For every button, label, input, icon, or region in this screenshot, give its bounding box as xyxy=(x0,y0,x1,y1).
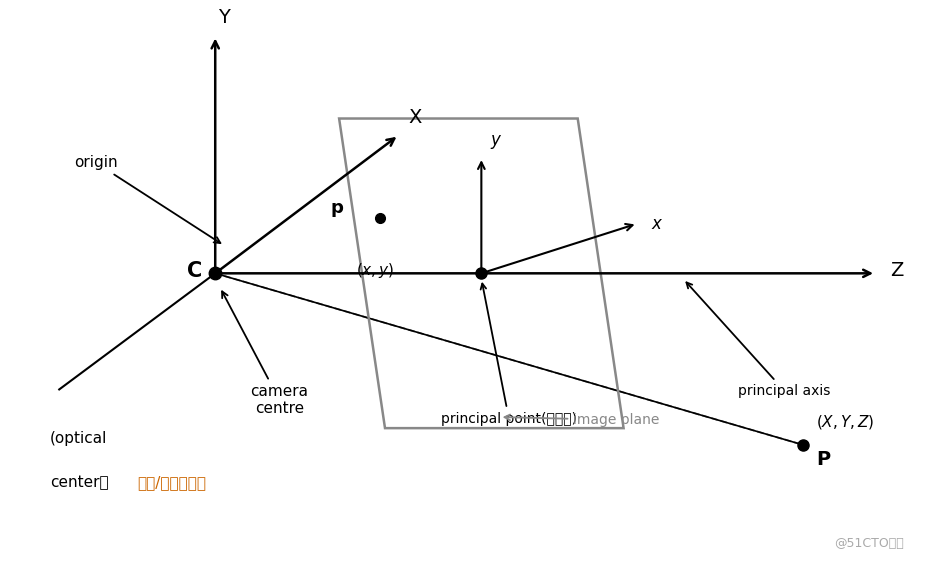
Text: X: X xyxy=(408,108,421,127)
Text: principal point(像主点): principal point(像主点) xyxy=(441,284,577,425)
Text: $(x,y)$: $(x,y)$ xyxy=(356,261,394,280)
Text: Y: Y xyxy=(219,8,231,27)
Text: 光心/投影中心）: 光心/投影中心） xyxy=(137,475,206,490)
Text: image plane: image plane xyxy=(505,413,659,427)
Text: principal axis: principal axis xyxy=(686,282,831,398)
Text: camera
centre: camera centre xyxy=(222,292,308,416)
Text: (optical: (optical xyxy=(50,431,107,446)
Text: @51CTO博客: @51CTO博客 xyxy=(833,537,904,550)
Text: origin: origin xyxy=(74,155,220,243)
Text: x: x xyxy=(651,215,661,233)
Text: y: y xyxy=(491,131,500,149)
Text: $\mathbf{P}$: $\mathbf{P}$ xyxy=(817,450,832,470)
Text: $(X,Y,Z)$: $(X,Y,Z)$ xyxy=(817,413,875,431)
Text: Z: Z xyxy=(890,261,903,280)
Text: $\mathbf{C}$: $\mathbf{C}$ xyxy=(185,260,202,281)
Text: center，: center， xyxy=(50,475,108,490)
Text: $\mathbf{p}$: $\mathbf{p}$ xyxy=(330,201,344,219)
